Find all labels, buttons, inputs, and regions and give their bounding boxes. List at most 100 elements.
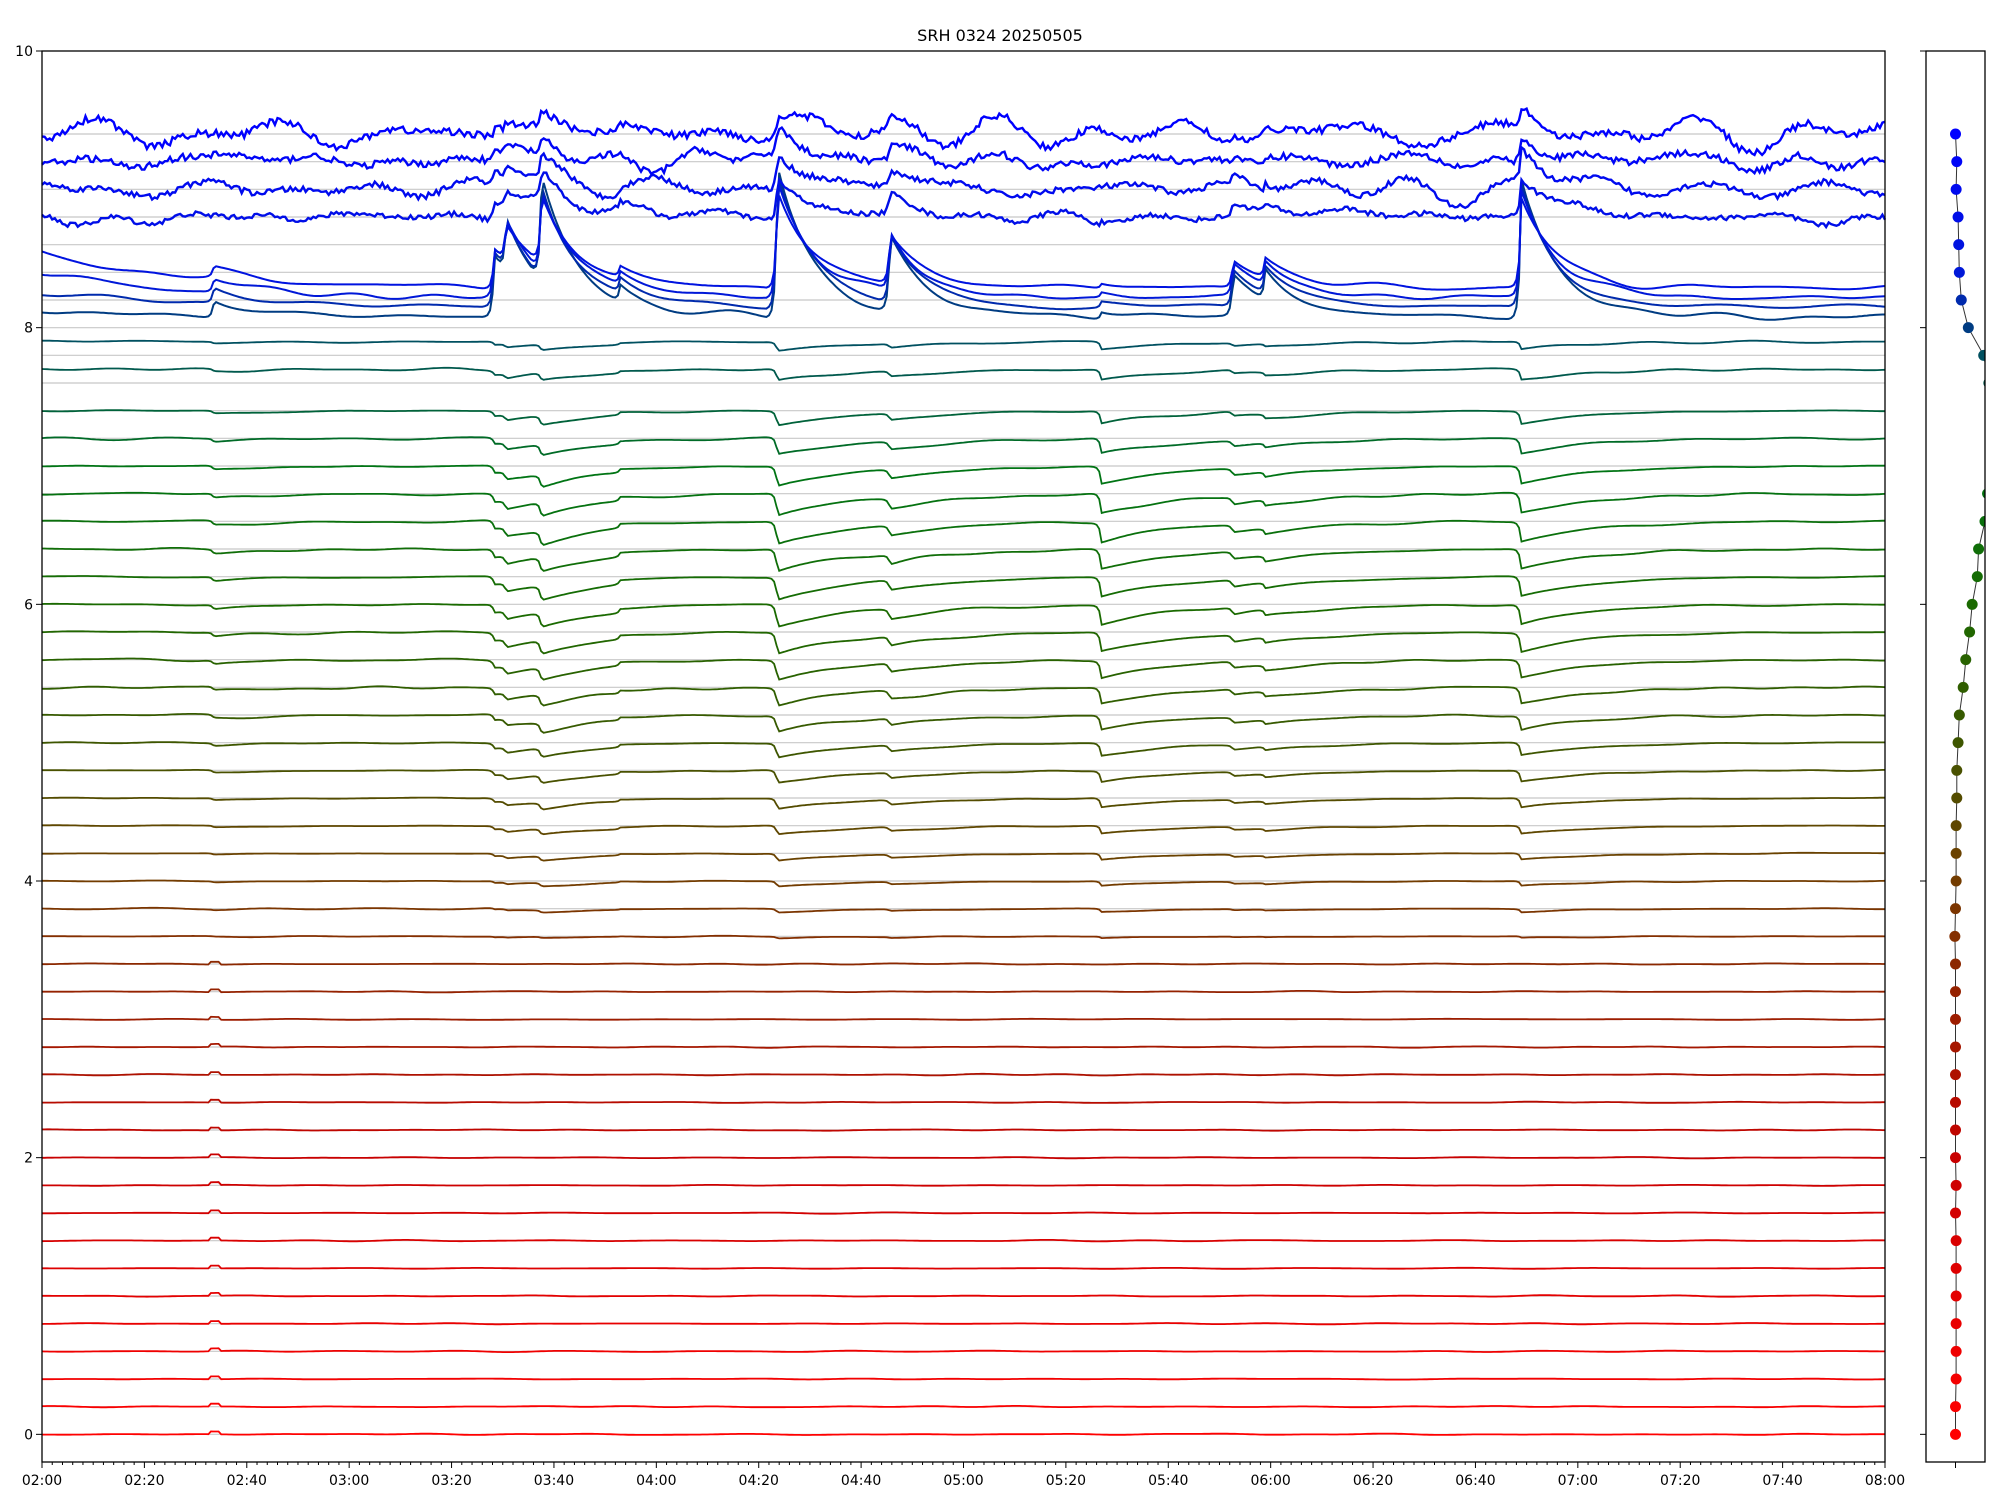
side-dot-14	[1950, 1041, 1961, 1053]
x-tick-label-1: 02:20	[124, 1473, 164, 1489]
y-tick-label-2: 4	[24, 874, 33, 890]
trace-ch-0	[42, 1430, 1885, 1436]
side-dot-6	[1950, 1262, 1962, 1274]
trace-ch-14	[42, 1043, 1886, 1049]
trace-ch-43	[41, 195, 1886, 291]
side-dot-19	[1950, 903, 1961, 915]
side-dot-47	[1950, 128, 1961, 140]
x-tick-label-12: 06:00	[1250, 1473, 1290, 1489]
trace-ch-41	[41, 179, 1886, 311]
y-tick-label-5: 10	[15, 44, 33, 60]
side-dot-9	[1950, 1179, 1962, 1191]
side-dot-30	[1966, 598, 1978, 610]
trace-ch-7	[41, 1236, 1886, 1243]
y-tick-label-1: 2	[24, 1151, 33, 1167]
trace-ch-11	[42, 1126, 1886, 1132]
trace-ch-38	[41, 366, 1886, 381]
side-dot-12	[1950, 1096, 1961, 1108]
trace-ch-42	[41, 185, 1886, 301]
trace-ch-40	[41, 172, 1885, 321]
side-dot-42	[1953, 266, 1965, 278]
side-dot-36	[1991, 433, 2000, 444]
trace-ch-45	[41, 145, 1886, 210]
side-dot-1	[1950, 1401, 1961, 1413]
x-tick-label-17: 07:40	[1762, 1473, 1802, 1489]
trace-ch-15	[42, 1015, 1886, 1021]
side-dot-34	[1982, 488, 1985, 499]
x-tick-label-10: 05:20	[1046, 1473, 1086, 1489]
trace-ch-33	[41, 519, 1885, 546]
side-dot-22	[1950, 820, 1962, 832]
side-dot-11	[1950, 1124, 1961, 1136]
side-dot-43	[1953, 239, 1965, 251]
trace-ch-35	[42, 464, 1885, 488]
side-dot-40	[1962, 322, 1974, 334]
trace-ch-27	[42, 685, 1886, 707]
traces	[41, 107, 1887, 1436]
side-marks	[1949, 128, 2000, 1440]
side-dot-31	[1971, 571, 1983, 583]
x-tick-label-4: 03:20	[431, 1473, 471, 1489]
side-dot-15	[1950, 1013, 1961, 1025]
x-tick-label-14: 06:40	[1455, 1473, 1495, 1489]
x-tick-label-0: 02:00	[22, 1473, 62, 1489]
side-dot-20	[1950, 875, 1962, 887]
side-dot-39	[1978, 349, 1985, 361]
trace-ch-28	[41, 657, 1885, 681]
side-dot-0	[1950, 1428, 1961, 1440]
side-dot-28	[1960, 654, 1972, 666]
trace-ch-25	[41, 741, 1885, 759]
side-dot-23	[1951, 792, 1963, 804]
side-dot-26	[1953, 709, 1965, 721]
y-tick-label-0: 0	[24, 1427, 33, 1443]
side-dot-44	[1952, 211, 1964, 223]
side-dot-32	[1973, 543, 1985, 555]
side-panel	[1920, 50, 2000, 1468]
trace-ch-16	[42, 988, 1885, 994]
side-dot-45	[1950, 183, 1962, 195]
y-tick-label-4: 8	[24, 321, 33, 337]
x-tick-label-16: 07:20	[1660, 1473, 1700, 1489]
side-dot-21	[1950, 847, 1962, 859]
trace-ch-47	[41, 107, 1886, 157]
side-axes-frame	[1925, 50, 1986, 1463]
side-dot-4	[1950, 1318, 1962, 1330]
side-dot-25	[1952, 737, 1964, 749]
side-dot-5	[1950, 1290, 1962, 1302]
x-tick-label-6: 04:00	[636, 1473, 676, 1489]
x-tick-label-9: 05:00	[943, 1473, 983, 1489]
side-dot-10	[1950, 1152, 1961, 1164]
chart-title: SRH 0324 20250505	[917, 26, 1083, 45]
trace-ch-29	[41, 630, 1885, 655]
trace-ch-12	[42, 1098, 1885, 1104]
y-tick-label-3: 6	[24, 597, 33, 613]
x-tick-label-15: 07:00	[1558, 1473, 1598, 1489]
side-dot-13	[1950, 1069, 1961, 1081]
trace-ch-23	[41, 796, 1885, 811]
side-dot-24	[1951, 764, 1963, 776]
side-dot-8	[1950, 1207, 1961, 1219]
trace-ch-44	[41, 171, 1887, 230]
trace-ch-5	[42, 1292, 1886, 1298]
x-tick-label-18: 08:00	[1865, 1473, 1905, 1489]
x-tick-label-7: 04:20	[739, 1473, 779, 1489]
axes: 02:00 02:20 02:40 03:00 03:20 03:40 04:00 04:20…	[15, 44, 1905, 1489]
trace-ch-32	[42, 547, 1885, 572]
side-dot-41	[1955, 294, 1967, 306]
trace-ch-39	[42, 339, 1885, 352]
trace-ch-3	[41, 1347, 1885, 1353]
trace-ch-22	[42, 824, 1885, 836]
side-dot-17	[1950, 958, 1961, 970]
trace-ch-36	[41, 436, 1886, 456]
trace-ch-9	[42, 1181, 1886, 1187]
trace-ch-46	[41, 125, 1886, 176]
side-dot-35	[1984, 464, 1985, 468]
trace-ch-2	[42, 1375, 1886, 1381]
trace-ch-34	[42, 491, 1886, 517]
trace-ch-26	[42, 713, 1886, 734]
trace-ch-21	[42, 851, 1885, 862]
trace-ch-31	[42, 575, 1885, 601]
side-dot-33	[1979, 515, 1985, 527]
side-dot-16	[1950, 986, 1961, 998]
